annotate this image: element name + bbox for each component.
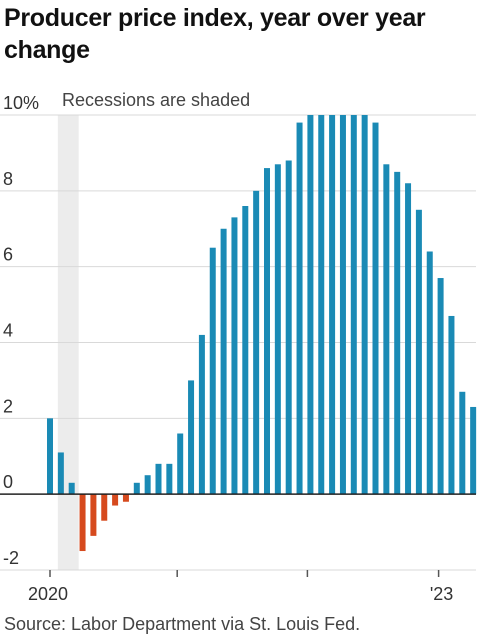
y-tick-label: 4 — [3, 321, 13, 341]
bar — [220, 228, 227, 495]
bar — [155, 463, 162, 495]
bar — [253, 190, 260, 495]
bar — [144, 475, 151, 495]
x-tick-label: '23 — [430, 584, 453, 604]
bar — [383, 164, 390, 495]
bar — [437, 278, 444, 495]
bar — [112, 494, 119, 506]
bar — [285, 160, 292, 495]
bar — [122, 494, 129, 502]
bar — [350, 115, 357, 495]
bar — [448, 315, 455, 495]
bar — [470, 406, 477, 495]
bar — [264, 168, 270, 495]
bar — [101, 494, 108, 521]
bar — [405, 183, 412, 495]
y-tick-label: 2 — [3, 396, 13, 416]
bar — [188, 380, 195, 495]
bar — [231, 217, 238, 495]
bars — [47, 115, 477, 552]
bar — [329, 115, 336, 495]
y-tick-label: 8 — [3, 169, 13, 189]
bar — [68, 482, 75, 495]
bar — [198, 334, 205, 495]
bar — [426, 251, 433, 495]
bar — [79, 494, 86, 552]
y-tick-label: 6 — [3, 245, 13, 265]
bar — [307, 115, 314, 495]
bar — [394, 171, 401, 495]
bar — [90, 494, 97, 536]
y-tick-label: 10% — [3, 93, 39, 113]
y-tick-label: 0 — [3, 472, 13, 492]
tick-labels: -2 0 2 4 6 8 10% 2020 '23 — [3, 93, 453, 604]
bar — [459, 391, 466, 495]
bar — [166, 463, 173, 495]
bar — [57, 452, 64, 495]
bar — [209, 247, 216, 495]
recession-annotation: Recessions are shaded — [62, 90, 250, 110]
bar — [47, 418, 53, 495]
bar — [372, 122, 379, 495]
bar — [415, 209, 422, 495]
bar — [296, 122, 303, 495]
bar — [339, 115, 346, 495]
y-tick-label: -2 — [3, 548, 19, 568]
bar — [133, 482, 140, 495]
x-tick-label: 2020 — [28, 584, 68, 604]
x-axis — [0, 493, 476, 577]
bar — [318, 115, 325, 495]
chart-title: Producer price index, year over year cha… — [4, 4, 426, 64]
bar — [242, 206, 249, 495]
bar — [274, 164, 281, 495]
bar — [177, 433, 184, 495]
source-note: Source: Labor Department via St. Louis F… — [4, 614, 361, 634]
bar — [361, 115, 368, 495]
